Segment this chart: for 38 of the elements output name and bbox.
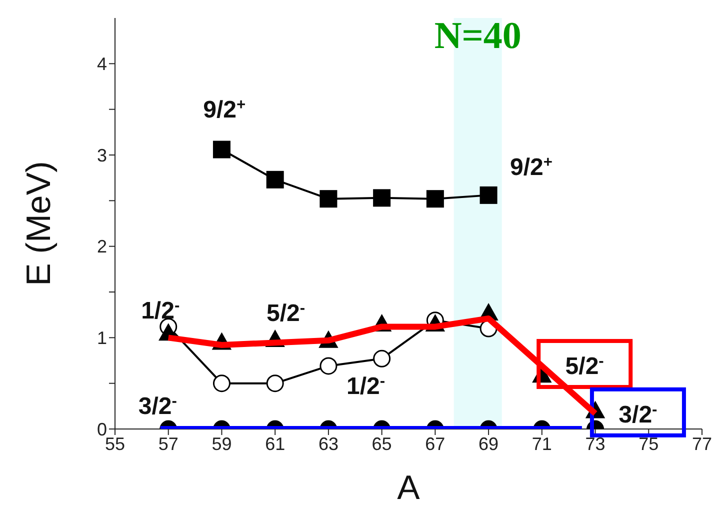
annotation: 1/2$^{-}$ [141, 296, 180, 324]
point [212, 374, 230, 392]
annotation: 5/2$^{-}$ [266, 300, 306, 328]
y-axis-title: E (MeV) [20, 161, 58, 286]
y-tick-label: 1 [96, 328, 107, 348]
annotation: 9/2$^{+}$ [510, 153, 552, 181]
point [266, 170, 284, 188]
x-tick-label: 59 [212, 434, 232, 454]
y-tick-label: 2 [96, 236, 107, 257]
x-tick-label: 75 [638, 434, 659, 454]
point [373, 189, 391, 207]
x-tick-label: 63 [318, 434, 338, 454]
annotation: 3/2$^{-}$ [618, 400, 658, 428]
x-axis-title: A [397, 469, 420, 507]
point [373, 350, 391, 368]
x-tick-label: 65 [372, 434, 392, 454]
annotation: 3/2$^{-}$ [138, 392, 177, 420]
x-tick-label: 73 [585, 434, 606, 454]
y-tick-label: 4 [96, 54, 107, 74]
point [212, 140, 230, 158]
x-tick-label: 71 [532, 434, 552, 454]
x-tick-label: 61 [265, 434, 286, 454]
point [320, 190, 338, 208]
x-tick-label: 57 [158, 434, 178, 454]
point [266, 374, 284, 392]
point [320, 357, 338, 375]
x-tick-label: 77 [692, 434, 712, 454]
point [426, 190, 444, 208]
y-tick-label: 0 [96, 419, 107, 440]
x-tick-label: 69 [478, 434, 499, 454]
annotation: 5/2$^{-}$ [565, 352, 604, 380]
y-tick-label: 3 [96, 145, 107, 166]
x-tick-label: 67 [425, 434, 446, 454]
band-label: N=40 [434, 15, 522, 57]
annotation: 1/2$^{-}$ [346, 372, 386, 400]
annotation: 9/2$^{+}$ [203, 96, 246, 124]
point [480, 186, 498, 204]
x-tick-label: 55 [104, 434, 126, 454]
